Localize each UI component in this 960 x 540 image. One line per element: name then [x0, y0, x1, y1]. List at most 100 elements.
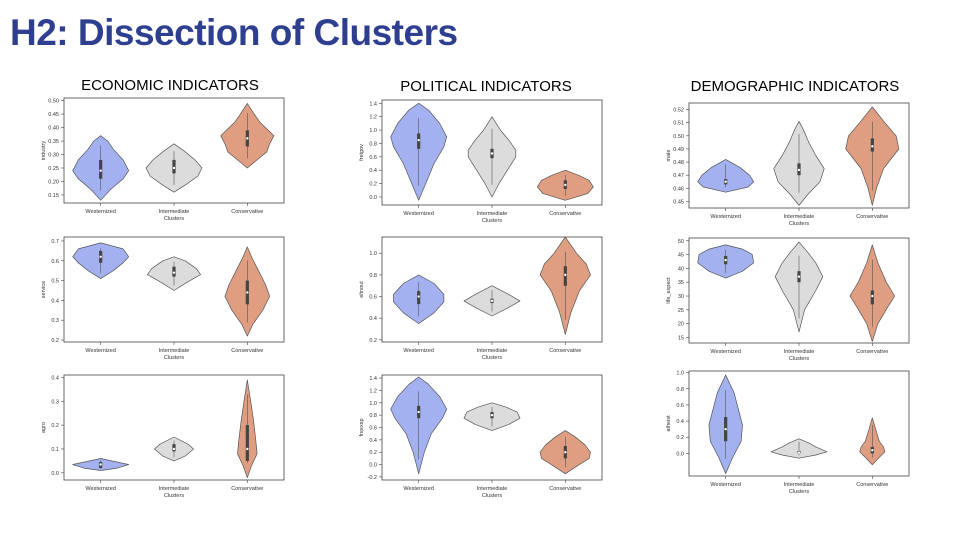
y-tick-label: 30 [678, 294, 684, 300]
y-tick-label: 0.45 [48, 112, 59, 118]
x-tick-label: Clusters [482, 493, 502, 499]
y-tick-label: 0.46 [673, 186, 684, 192]
y-tick-label: 20 [678, 322, 684, 328]
violin-iqr-box [172, 159, 176, 174]
violin-median [99, 169, 102, 172]
chart-eltnout: 0.2 0.4 0.6 0.8 1.0 eltnout Westernized Interme… [359, 236, 603, 361]
violin-median [99, 255, 102, 259]
y-tick-label: 0.7 [51, 239, 59, 245]
violin-median [490, 152, 494, 155]
violin-median [797, 168, 801, 172]
y-tick-label: 0.45 [673, 199, 684, 205]
y-axis-label: industry [41, 141, 47, 161]
violin-median [246, 447, 249, 451]
x-tick-label: Westernized [403, 486, 433, 492]
violin-iqr-box [870, 290, 874, 305]
violin-median [871, 145, 874, 148]
y-tick-label: 0.0 [676, 451, 684, 457]
y-tick-label: 0.0 [369, 463, 377, 469]
slide-title: H2: Dissection of Clusters [10, 12, 458, 53]
y-tick-label: 1.0 [369, 128, 377, 134]
x-tick-label: Intermediate [784, 482, 815, 488]
x-tick-label: Conservative [856, 482, 888, 488]
y-tick-label: 45 [678, 253, 684, 259]
violin-median [172, 166, 176, 170]
x-tick-label: Clusters [164, 216, 184, 222]
y-tick-label: 1.2 [369, 388, 377, 394]
y-tick-label: 0.4 [51, 298, 59, 304]
x-tick-label: Westernized [85, 348, 115, 354]
y-tick-label: 0.47 [673, 173, 684, 179]
y-tick-label: 0.2 [369, 182, 377, 188]
y-tick-label: 0.6 [369, 295, 377, 301]
x-tick-label: Westernized [85, 209, 115, 215]
y-tick-label: 0.52 [673, 108, 684, 114]
y-tick-label: 25 [678, 308, 684, 314]
y-tick-label: 0.0 [51, 471, 59, 477]
x-tick-label: Intermediate [159, 209, 190, 215]
x-tick-label: Clusters [164, 493, 184, 499]
x-tick-label: Westernized [403, 211, 433, 217]
section-header-demographic: DEMOGRAPHIC INDICATORS [690, 78, 900, 95]
x-tick-label: Intermediate [477, 211, 508, 217]
x-tick-label: Conservative [231, 486, 263, 492]
y-tick-label: 35 [678, 280, 684, 286]
violin-median [417, 295, 420, 298]
chart-life-expect: 15 20 25 30 35 40 45 50 life_expect Westernized In… [666, 237, 910, 362]
violin-median [99, 463, 102, 466]
y-tick-label: 1.4 [369, 376, 377, 382]
y-tick-label: 50 [678, 239, 684, 245]
chart-fretgov: 0.0 0.2 0.4 0.6 0.8 1.0 1.2 1.4 fretgov Westerniz… [359, 99, 603, 224]
violin-median [564, 273, 567, 277]
x-tick-label: Conservative [856, 214, 888, 220]
y-tick-label: 0.4 [676, 419, 684, 425]
section-header-political: POLITICAL INDICATORS [400, 78, 572, 95]
y-tick-label: 0.8 [369, 141, 377, 147]
y-tick-label: 1.2 [369, 115, 377, 121]
chart-atheist: 0.0 0.2 0.4 0.6 0.8 1.0 atheist Westernized Inte… [666, 370, 910, 495]
y-tick-label: 0.8 [369, 413, 377, 419]
y-axis-label: agro [41, 422, 47, 433]
violin-iqr-box [870, 138, 874, 152]
chart-male: 0.45 0.46 0.47 0.48 0.49 0.50 0.51 0.52 male West… [666, 102, 910, 227]
violin-median [564, 451, 567, 454]
violin-median [564, 183, 567, 187]
x-tick-label: Westernized [85, 486, 115, 492]
violin-iqr-box [245, 425, 249, 461]
y-tick-label: 1.0 [369, 251, 377, 257]
violin-median [797, 275, 801, 278]
chart-service: 0.2 0.3 0.4 0.5 0.6 0.7 service Westernized Inte… [41, 236, 285, 361]
x-tick-label: Westernized [710, 482, 740, 488]
violin-median [172, 271, 176, 274]
y-tick-label: 0.3 [51, 318, 59, 324]
y-tick-label: 0.20 [48, 179, 59, 185]
y-tick-label: 0.2 [369, 338, 377, 344]
y-tick-label: 0.35 [48, 139, 59, 145]
y-tick-label: 0.4 [51, 375, 59, 381]
y-tick-label: 0.30 [48, 153, 59, 159]
chart-agro: 0.0 0.1 0.2 0.3 0.4 agro Westernized Intermedia… [41, 374, 285, 499]
y-tick-label: 0.0 [369, 195, 377, 201]
violin-median [724, 427, 727, 431]
y-tick-label: 0.50 [673, 134, 684, 140]
y-axis-label: eltnout [359, 281, 365, 298]
violin-median [724, 180, 727, 183]
y-tick-label: 0.6 [51, 259, 59, 265]
x-tick-label: Westernized [710, 349, 740, 355]
y-axis-label: atheist [666, 415, 672, 432]
y-axis-label: service [41, 281, 47, 298]
y-tick-label: 0.3 [51, 399, 59, 405]
violin-median [871, 448, 874, 452]
y-tick-label: 1.0 [676, 371, 684, 377]
violin-median [246, 137, 249, 140]
y-tick-label: 0.8 [369, 273, 377, 279]
y-tick-label: 0.4 [369, 438, 377, 444]
y-tick-label: -0.2 [368, 475, 377, 481]
violin-median [417, 410, 420, 414]
violin-iqr-box [99, 159, 103, 179]
x-tick-label: Westernized [403, 348, 433, 354]
y-tick-label: 0.2 [676, 435, 684, 441]
y-tick-label: 0.51 [673, 121, 684, 127]
y-tick-label: 1.4 [369, 101, 377, 107]
y-tick-label: 0.2 [51, 423, 59, 429]
